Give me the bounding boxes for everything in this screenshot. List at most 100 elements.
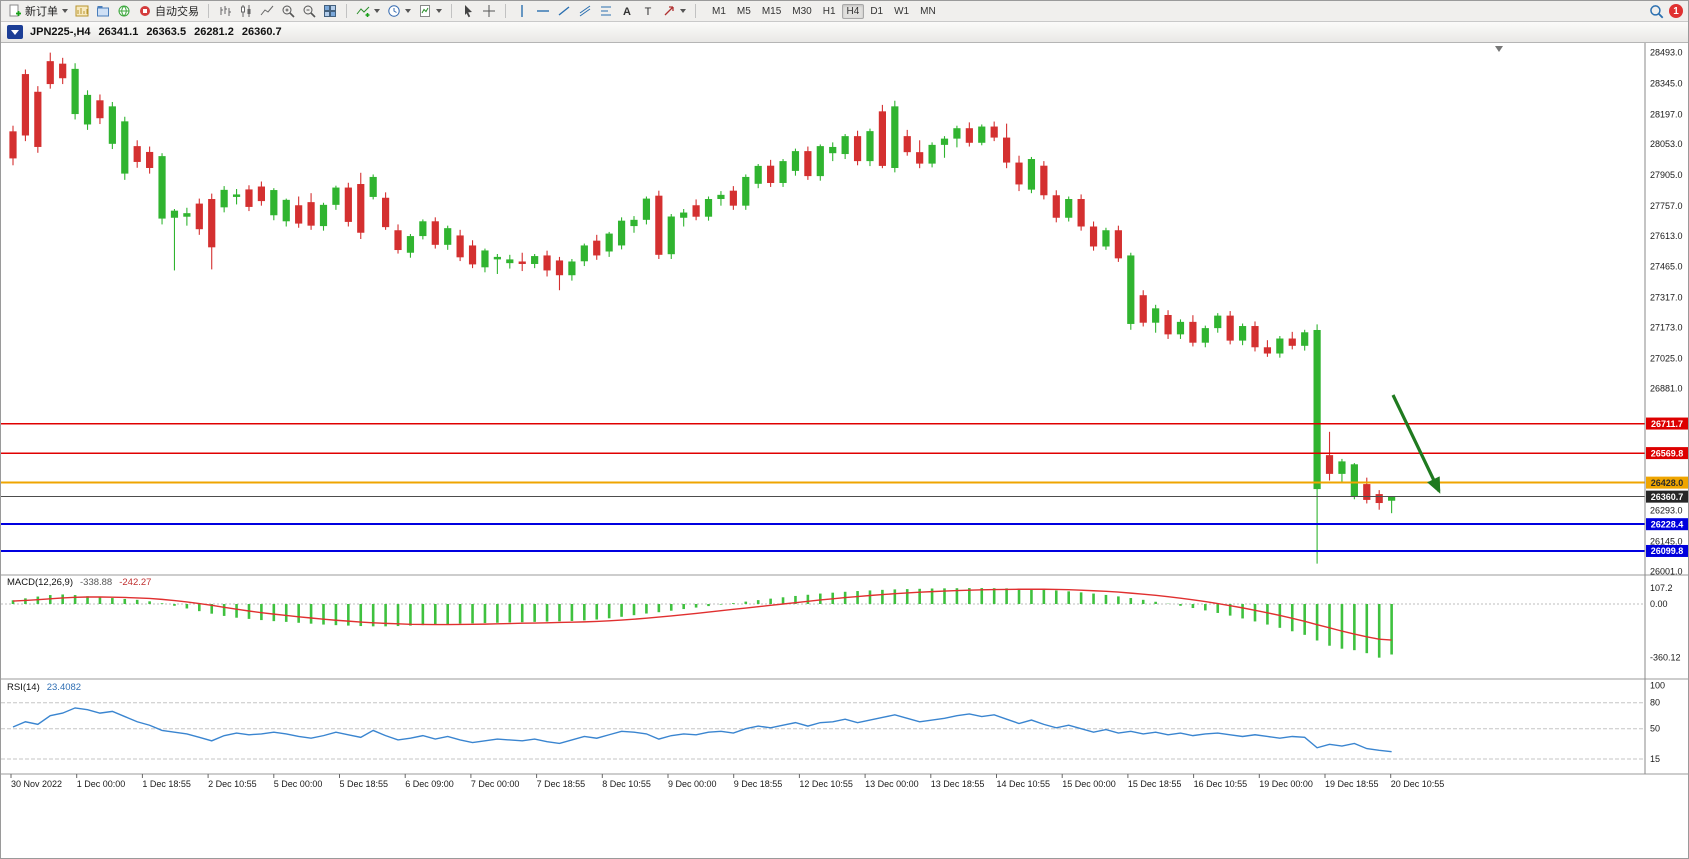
timeframe-H1[interactable]: H1 — [822, 5, 836, 17]
channel-button[interactable] — [576, 3, 594, 20]
trend-arrow-annotation[interactable] — [1391, 394, 1441, 494]
candle — [257, 186, 265, 202]
period-button[interactable] — [385, 3, 413, 20]
time-axis-label: 13 Dec 18:55 — [931, 779, 985, 789]
price-axis-label: 28345.0 — [1650, 78, 1683, 88]
ohlc-high: 26363.5 — [146, 26, 187, 38]
candle — [46, 61, 54, 85]
toolbar-separator — [208, 4, 209, 18]
candle — [444, 228, 452, 245]
ohlc-close: 26360.7 — [241, 26, 282, 38]
price-chart[interactable]: 28493.0 28345.0 28197.0 28053.0 27905.0 27757… — [1, 43, 1689, 859]
timeframe-D1[interactable]: D1 — [870, 5, 884, 17]
candle — [1065, 199, 1073, 218]
charts-button[interactable] — [73, 3, 91, 20]
time-axis-label: 5 Dec 18:55 — [340, 779, 389, 789]
arrow-tool-icon — [664, 6, 674, 16]
text-tool-button[interactable]: A — [618, 3, 636, 20]
timeframe-M15[interactable]: M15 — [761, 5, 782, 17]
timeframe-M5[interactable]: M5 — [736, 5, 751, 17]
candle — [481, 250, 489, 268]
candle — [680, 212, 688, 218]
timeframe-M30[interactable]: M30 — [792, 5, 812, 17]
ohlc-low: 26281.2 — [194, 26, 234, 38]
profiles-button[interactable] — [94, 3, 112, 20]
templates-button[interactable] — [416, 3, 444, 20]
candle — [1102, 230, 1110, 247]
rsi-axis-label: 80 — [1650, 698, 1660, 708]
autotrading-button[interactable]: 自动交易 — [136, 3, 201, 20]
candlestick-button[interactable] — [237, 3, 255, 20]
timeframe-M1[interactable]: M1 — [712, 5, 726, 17]
tile-windows-button[interactable] — [321, 3, 339, 20]
svg-text:A: A — [623, 6, 631, 18]
timeframe-MN[interactable]: MN — [920, 5, 936, 17]
candle — [456, 235, 464, 258]
crosshair-button[interactable] — [480, 3, 498, 20]
candle — [59, 63, 67, 79]
label-tool-button[interactable]: T — [639, 3, 657, 20]
symbol-period-title: JPN225-,H4 — [30, 26, 91, 38]
zoom-out-button[interactable] — [300, 3, 318, 20]
price-badge — [1646, 518, 1688, 531]
fibonacci-button[interactable] — [597, 3, 615, 20]
time-axis-label: 19 Dec 00:00 — [1259, 779, 1313, 789]
channel-icon — [579, 5, 591, 17]
timeframe-H4[interactable]: H4 — [841, 3, 865, 19]
line-chart-button[interactable] — [258, 3, 276, 20]
candle — [642, 198, 651, 220]
candle — [468, 245, 477, 265]
time-axis-label: 20 Dec 10:55 — [1391, 779, 1445, 789]
cursor-button[interactable] — [459, 3, 477, 20]
candle — [21, 74, 30, 136]
time-axis-label: 9 Dec 18:55 — [734, 779, 783, 789]
candle — [1127, 255, 1135, 324]
arrow-tool-button[interactable] — [660, 3, 688, 20]
zoom-in-icon — [282, 5, 295, 18]
time-axis-label: 19 Dec 18:55 — [1325, 779, 1379, 789]
candle — [1251, 326, 1259, 348]
bar-chart-button[interactable] — [216, 3, 234, 20]
candle — [953, 128, 961, 139]
candle — [928, 144, 936, 164]
horizontal-line-button[interactable] — [534, 3, 552, 20]
dropdown-caret-icon — [680, 9, 686, 13]
rsi-line — [12, 707, 1392, 753]
price-badge — [1646, 447, 1688, 460]
trendline-button[interactable] — [555, 3, 573, 20]
candle — [916, 152, 924, 164]
price-axis-label: 26145.0 — [1650, 537, 1683, 547]
add-indicator-button[interactable] — [354, 3, 382, 20]
candle — [1238, 326, 1247, 341]
macd-axis-label: 0.00 — [1650, 599, 1668, 609]
candle — [493, 256, 501, 260]
price-axis-label: 26001.0 — [1650, 567, 1683, 577]
time-axis[interactable]: 30 Nov 2022 1 Dec 00:00 1 Dec 18:55 2 Dec 1… — [10, 774, 1445, 789]
price-badge — [1646, 417, 1688, 430]
chart-area[interactable]: 28493.0 28345.0 28197.0 28053.0 27905.0 27757… — [1, 43, 1689, 859]
candle — [568, 261, 576, 276]
tile-windows-icon — [324, 5, 336, 17]
candle — [1325, 455, 1334, 474]
candle — [170, 210, 179, 218]
price-badge-label: 26569.8 — [1651, 448, 1684, 458]
search-button[interactable] — [1647, 3, 1666, 20]
candle — [9, 131, 17, 159]
vertical-line-button[interactable] — [513, 3, 531, 20]
timeframe-W1[interactable]: W1 — [894, 5, 910, 17]
candle — [1338, 461, 1346, 474]
news-button[interactable] — [115, 3, 133, 20]
notification-badge[interactable]: 1 — [1669, 4, 1683, 18]
candle — [580, 245, 588, 262]
candle — [183, 213, 191, 217]
price-axis[interactable]: 28493.0 28345.0 28197.0 28053.0 27905.0 27757… — [1646, 48, 1688, 577]
new-order-button[interactable]: 新订单 — [6, 3, 70, 20]
candle — [965, 128, 973, 143]
candle — [990, 126, 998, 138]
candle — [1276, 338, 1284, 354]
chart-window-icon[interactable] — [7, 25, 23, 39]
zoom-in-button[interactable] — [279, 3, 297, 20]
candle — [1301, 332, 1309, 346]
candle — [158, 156, 166, 219]
price-axis-label: 27317.0 — [1650, 293, 1683, 303]
